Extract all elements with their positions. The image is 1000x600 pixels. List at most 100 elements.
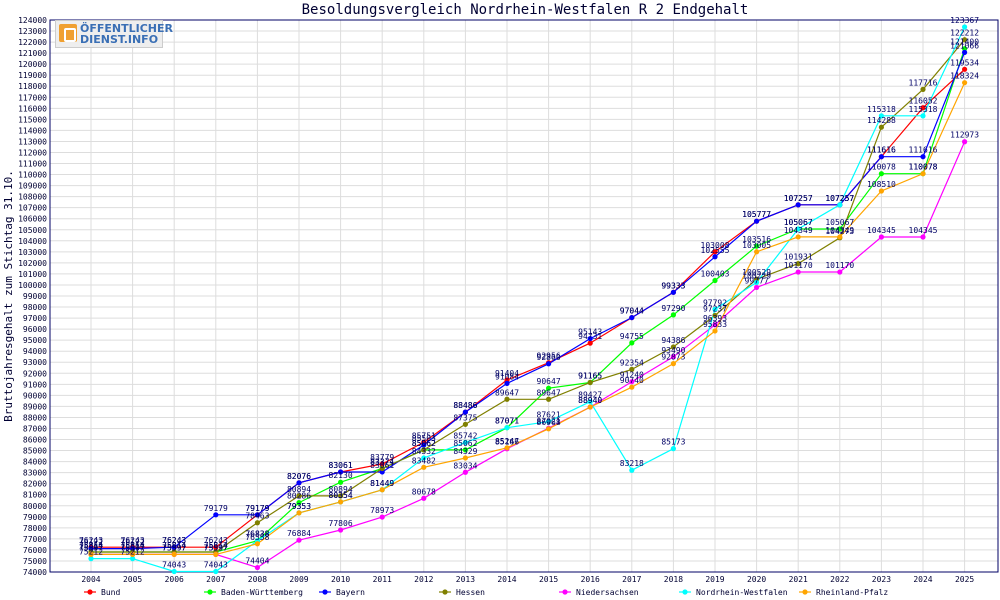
x-tick-label: 2010 (331, 575, 350, 584)
data-label: 83061 (329, 461, 353, 470)
y-tick-label: 117000 (18, 93, 47, 102)
data-point (670, 312, 677, 318)
data-point (546, 419, 552, 425)
data-label: 99333 (661, 281, 685, 290)
data-label: 119534 (950, 58, 979, 67)
data-point (629, 340, 635, 346)
data-label: 75597 (79, 543, 103, 552)
y-tick-label: 106000 (18, 215, 47, 224)
data-point (421, 455, 427, 461)
y-tick-label: 74000 (23, 568, 47, 577)
y-tick-label: 92000 (23, 369, 47, 378)
data-point (920, 86, 926, 92)
data-point (587, 404, 593, 410)
data-label: 100229 (742, 271, 771, 280)
data-point (878, 188, 885, 194)
data-label: 83034 (453, 461, 477, 470)
data-point (171, 551, 177, 557)
x-tick-label: 2004 (81, 575, 100, 584)
data-point (462, 439, 468, 445)
data-point (130, 551, 136, 557)
data-label: 95143 (578, 328, 602, 337)
data-label: 94386 (661, 336, 685, 345)
data-point (379, 514, 385, 520)
data-point (878, 154, 885, 160)
data-label: 83374 (370, 458, 394, 467)
data-point (712, 306, 718, 312)
legend-marker (322, 589, 328, 595)
data-label: 95833 (703, 320, 727, 329)
data-point (629, 379, 635, 385)
data-label: 85062 (412, 439, 436, 448)
data-label: 107257 (784, 194, 813, 203)
data-label: 122212 (950, 29, 979, 38)
data-point (546, 385, 552, 391)
data-point (587, 399, 593, 405)
data-label: 76243 (121, 536, 145, 545)
data-label: 75212 (79, 548, 103, 557)
data-point (962, 80, 968, 86)
y-tick-label: 122000 (18, 38, 47, 47)
data-point (754, 243, 760, 249)
data-point (754, 284, 760, 291)
x-tick-label: 2015 (539, 575, 558, 584)
data-point (712, 328, 718, 334)
data-label: 75814 (79, 541, 103, 550)
data-point (254, 512, 260, 518)
data-label: 75814 (204, 541, 228, 550)
data-point (504, 445, 510, 451)
data-labels: 76243 76243 76243 7624379179820768306183779… (79, 16, 979, 570)
data-point (712, 249, 718, 255)
legend-marker (562, 589, 568, 595)
data-label: 86968 (537, 418, 561, 427)
data-point (587, 379, 593, 386)
data-point (670, 354, 677, 360)
data-label: 110078 (867, 163, 896, 172)
data-label: 80894 (329, 485, 353, 494)
y-tick-label: 93000 (23, 358, 47, 367)
data-label: 110078 (909, 163, 938, 172)
data-label: 104273 (825, 227, 854, 236)
data-label: 78973 (370, 506, 394, 515)
data-label: 75597 (204, 543, 228, 552)
data-label: 91165 (578, 371, 602, 380)
data-label: 81449 (370, 479, 394, 488)
y-tick-label: 83000 (23, 469, 47, 478)
data-label: 83374 (370, 458, 394, 467)
data-label: 85247 (495, 437, 519, 446)
data-label: 102555 (701, 246, 730, 255)
data-label: 80894 (287, 485, 311, 494)
data-label: 101170 (825, 261, 854, 270)
data-label: 103005 (742, 241, 771, 250)
data-point (878, 124, 885, 130)
data-point (338, 479, 344, 485)
y-tick-label: 121000 (18, 49, 47, 58)
data-label: 85503 (412, 434, 436, 443)
x-tick-label: 2016 (581, 575, 600, 584)
data-label: 105067 (784, 218, 813, 227)
data-point (920, 105, 926, 111)
data-point (629, 314, 635, 321)
data-label: 107257 (784, 194, 813, 203)
data-point (795, 226, 801, 232)
data-point (296, 537, 302, 543)
data-point (296, 510, 302, 516)
y-tick-label: 94000 (23, 347, 47, 356)
y-tick-label: 87000 (23, 424, 47, 433)
y-tick-label: 111000 (18, 160, 47, 169)
series-line (91, 26, 966, 573)
x-tick-label: 2005 (123, 575, 142, 584)
data-label: 114288 (867, 116, 896, 125)
y-tick-label: 95000 (23, 336, 47, 345)
data-label: 85742 (453, 431, 477, 440)
gridlines (50, 19, 998, 573)
data-point (462, 455, 468, 461)
data-label: 105777 (742, 210, 771, 219)
y-tick-label: 107000 (18, 204, 47, 213)
y-tick-label: 84000 (23, 458, 47, 467)
data-point (629, 366, 635, 372)
y-tick-label: 77000 (23, 535, 47, 544)
x-tick-label: 2006 (165, 575, 184, 584)
data-label: 87021 (537, 417, 561, 426)
data-point (421, 464, 427, 470)
